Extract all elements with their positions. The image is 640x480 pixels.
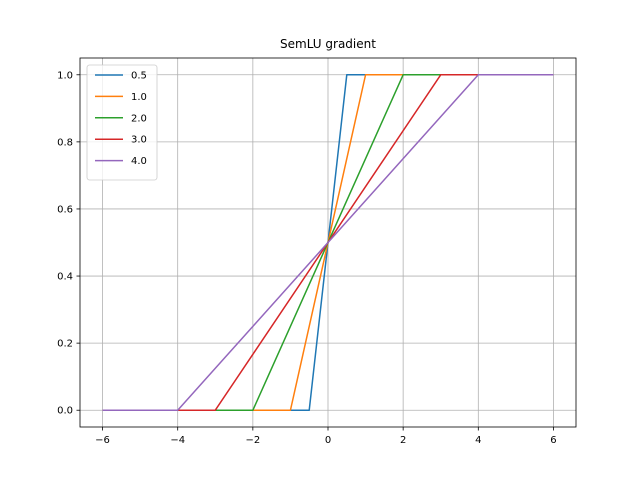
x-tick-label: 2 <box>400 435 406 446</box>
legend-label: 1.0 <box>131 92 147 103</box>
series-line-4.0 <box>102 74 554 411</box>
legend-label: 2.0 <box>131 113 147 124</box>
legend: 0.5 1.0 2.0 3.0 4.0 <box>86 64 158 181</box>
legend-label: 0.5 <box>131 71 147 82</box>
x-tick-label: 6 <box>550 435 556 446</box>
x-tick-label: −6 <box>95 435 110 446</box>
y-tick-label: 0.2 <box>57 339 73 350</box>
y-tick-label: 0.6 <box>57 204 73 215</box>
chart-title: SemLU gradient <box>280 37 376 51</box>
x-tick-label: 0 <box>325 435 331 446</box>
legend-box <box>86 64 158 181</box>
x-tick-label: 4 <box>475 435 481 446</box>
y-tick-label: 0.4 <box>57 272 73 283</box>
legend-label: 4.0 <box>131 156 147 167</box>
x-tick-label: −4 <box>170 435 185 446</box>
y-tick-label: 0.0 <box>57 406 73 417</box>
y-tick-label: 1.0 <box>57 70 73 81</box>
x-tick-label: −2 <box>245 435 260 446</box>
y-axis-ticks: 0.0 0.2 0.4 0.6 0.8 1.0 <box>57 70 80 417</box>
y-tick-label: 0.8 <box>57 137 73 148</box>
x-axis-ticks: −6 −4 −2 0 2 4 6 <box>95 427 557 446</box>
legend-label: 3.0 <box>131 135 147 146</box>
series-lines <box>102 74 554 411</box>
